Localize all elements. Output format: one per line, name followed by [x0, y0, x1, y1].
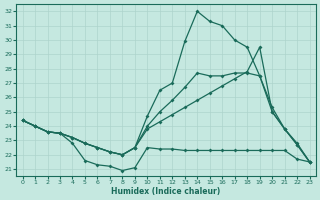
X-axis label: Humidex (Indice chaleur): Humidex (Indice chaleur) — [111, 187, 221, 196]
